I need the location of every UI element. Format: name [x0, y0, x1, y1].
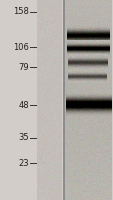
- Text: 106: 106: [13, 43, 29, 51]
- Text: 23: 23: [18, 158, 29, 168]
- Text: 35: 35: [18, 134, 29, 142]
- Text: 158: 158: [13, 7, 29, 17]
- Text: 79: 79: [18, 62, 29, 72]
- Text: 48: 48: [18, 100, 29, 110]
